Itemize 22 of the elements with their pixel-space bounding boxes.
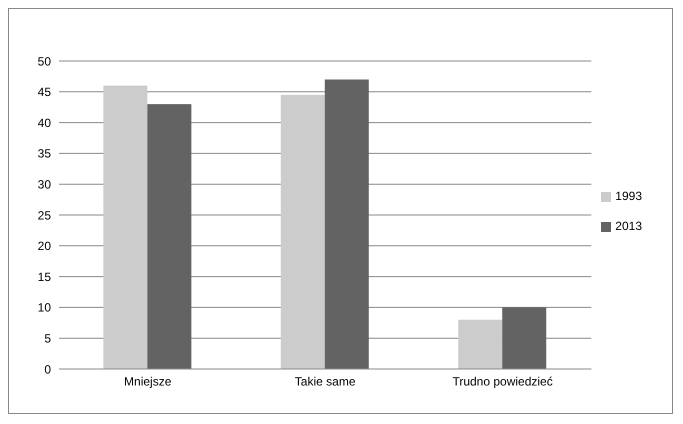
legend-label: 2013: [615, 219, 642, 233]
x-tick-label: Takie same: [294, 374, 356, 389]
legend-label: 1993: [615, 189, 642, 203]
x-tick-label: Trudno powiedzieć: [452, 374, 553, 389]
y-tick-label: 30: [38, 177, 52, 192]
y-tick-label: 15: [38, 270, 52, 284]
y-tick-label: 5: [44, 331, 52, 346]
bar: [103, 86, 148, 369]
y-tick-label: 10: [38, 300, 52, 315]
y-tick-label: 0: [44, 362, 52, 376]
bar: [502, 307, 546, 369]
y-tick-label: 20: [38, 239, 52, 254]
bar: [147, 104, 192, 369]
y-tick-label: 25: [38, 208, 52, 222]
y-tick-label: 40: [38, 116, 52, 130]
y-tick-label: 45: [38, 85, 52, 100]
y-tick-label: 50: [38, 54, 52, 68]
bar: [458, 320, 502, 369]
bar: [280, 94, 325, 369]
bar: [324, 79, 369, 369]
y-tick-label: 35: [38, 146, 52, 161]
x-tick-label: Mniejsze: [124, 374, 172, 389]
